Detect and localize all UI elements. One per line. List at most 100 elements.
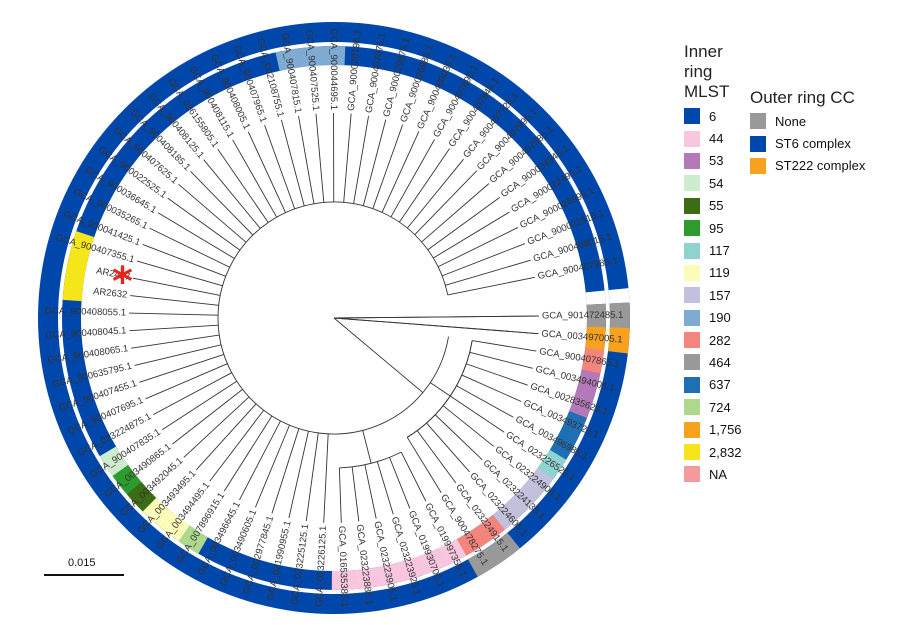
inner-ring-segment	[475, 514, 505, 544]
legend-cc-label: None	[775, 113, 807, 129]
legend-mlst-swatch	[684, 287, 700, 304]
tip-branch	[161, 380, 238, 431]
tip-branch	[376, 461, 394, 515]
legend-mlst-item: 117	[684, 239, 742, 261]
tip-branch	[149, 227, 230, 268]
tip-branch	[437, 227, 519, 268]
tip-branch	[390, 139, 435, 218]
tip-label: GCA_900408055.1	[45, 306, 127, 319]
clade-arc	[217, 201, 449, 435]
tip-branch	[433, 211, 510, 259]
legend-cc-swatch	[750, 157, 766, 174]
inner-ring-segment	[375, 563, 402, 587]
legend-mlst-item: 282	[684, 329, 742, 351]
legend-mlst-swatch	[684, 108, 700, 125]
legend-cc-label: ST222 complex	[775, 158, 866, 174]
legend-mlst-item: 55	[684, 195, 742, 217]
legend-mlst-label: 119	[709, 265, 730, 281]
tip-branch	[203, 159, 261, 229]
legend-mlst-label: 55	[709, 198, 724, 214]
legend-mlst-title-line: Inner	[684, 42, 723, 61]
legend-mlst-swatch	[684, 152, 700, 169]
tip-branch	[142, 243, 226, 277]
tip-branch	[362, 119, 387, 206]
legend-mlst-title: Inner ring MLST	[684, 42, 729, 102]
tip-branch	[398, 148, 450, 223]
tip-branch	[456, 385, 514, 418]
inner-ring-segment	[298, 46, 323, 68]
tip-branch	[152, 372, 232, 416]
outer-ring-segment	[609, 302, 630, 329]
legend-mlst-label: 2,832	[709, 444, 742, 460]
inner-ring-segment	[509, 484, 539, 515]
inner-ring-segment	[142, 497, 173, 528]
ring-separator	[58, 42, 610, 594]
legend-mlst-title-line: MLST	[684, 82, 730, 101]
legend-cc: None ST6 complex ST222 complex	[750, 110, 865, 177]
inner-ring-segment	[437, 539, 467, 567]
inner-ring-segment	[178, 525, 208, 554]
outer-ring-gap	[608, 288, 630, 304]
tip-branch	[406, 437, 442, 493]
tip-branch	[466, 363, 528, 386]
tip-branch	[416, 430, 457, 484]
tip-branch	[129, 312, 219, 316]
legend-mlst-item: 2,832	[684, 441, 742, 463]
legend-mlst-swatch	[684, 332, 700, 349]
inner-ring-segment	[321, 46, 346, 66]
legend-mlst-swatch	[684, 444, 700, 461]
legend-mlst-item: 54	[684, 172, 742, 194]
legend-mlst-label: 190	[709, 310, 731, 326]
outer-ring-segment	[608, 327, 630, 354]
legend-mlst-swatch	[684, 264, 700, 281]
tip-branch	[364, 464, 377, 519]
legend-mlst-item: 44	[684, 127, 742, 149]
tip-branch	[427, 197, 501, 251]
legend-mlst-swatch	[684, 354, 700, 371]
tip-branch	[271, 428, 300, 514]
tip-branch	[315, 113, 325, 203]
legend-mlst-label: 6	[709, 108, 717, 124]
inner-ring-segment	[581, 348, 605, 374]
tip-branch	[172, 388, 243, 445]
legend-mlst-label: 54	[709, 175, 724, 191]
tip-branch	[288, 431, 309, 519]
legend-mlst-swatch	[684, 175, 700, 192]
tip-branch	[223, 415, 273, 492]
internal-branch	[362, 430, 372, 464]
tip-branch	[254, 424, 290, 508]
tip-branch	[247, 131, 286, 213]
tree-branches	[129, 112, 539, 523]
inner-ring-segment	[560, 411, 587, 440]
inner-ring-segment	[353, 567, 379, 590]
inner-ring-segment	[331, 570, 356, 590]
legend-mlst-label: NA	[709, 466, 728, 482]
tip-branch	[280, 119, 305, 207]
legend-mlst-swatch	[684, 197, 700, 214]
legend-mlst-swatch	[684, 220, 700, 237]
inner-ring-segment	[569, 390, 595, 419]
tip-branch	[217, 148, 269, 223]
legend-mlst-swatch	[684, 421, 700, 438]
legend-mlst-label: 724	[709, 399, 731, 415]
tip-branch	[442, 405, 495, 447]
inner-ring-segment	[586, 303, 606, 328]
legend-mlst-item: 190	[684, 307, 742, 329]
legend-mlst-swatch	[684, 399, 700, 416]
inner-ring-segment	[159, 512, 190, 542]
legend-mlst-item: 53	[684, 150, 742, 172]
inner-ring-segment	[537, 449, 567, 480]
tip-branch	[441, 243, 526, 277]
inner-ring-segment	[275, 48, 302, 71]
tip-branch	[414, 170, 478, 236]
legend-mlst-label: 117	[709, 243, 730, 259]
tip-branch	[183, 396, 250, 458]
legend-mlst-item: 724	[684, 396, 742, 418]
tip-branch	[178, 183, 247, 243]
legend-mlst-swatch	[684, 466, 700, 483]
tip-branch	[136, 260, 223, 287]
legend-mlst-swatch	[684, 309, 700, 326]
tip-branch	[400, 451, 427, 502]
tip-branch	[447, 276, 536, 296]
